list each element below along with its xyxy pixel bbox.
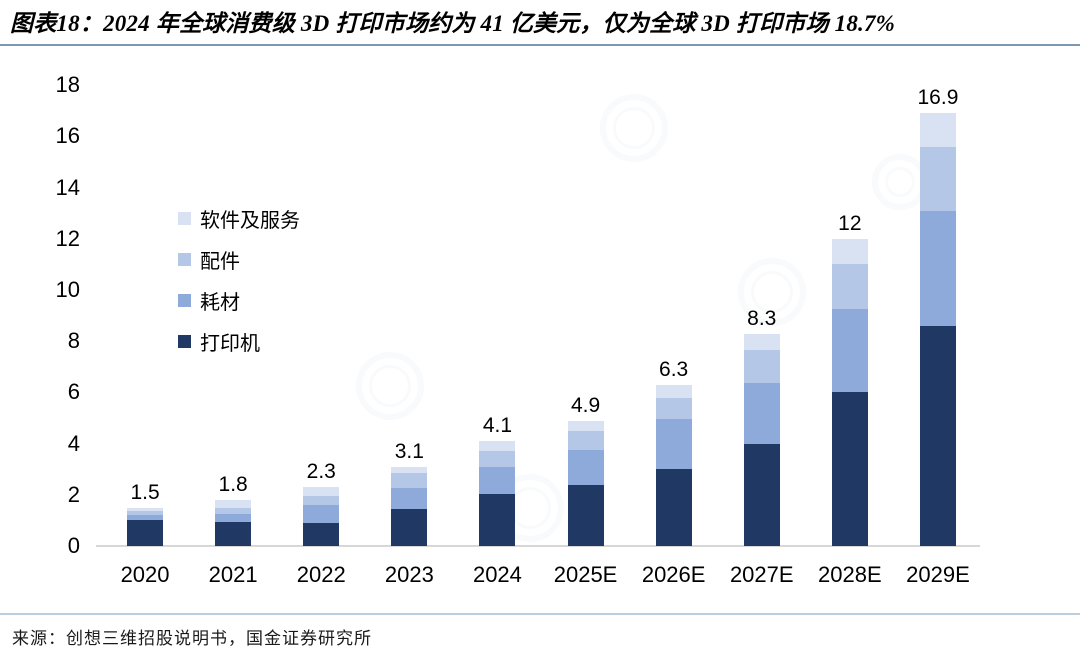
bar-segment-软件及服务 [479,441,516,452]
bar-segment-耗材 [919,210,956,326]
bar-segment-软件及服务 [391,466,428,474]
bar-segment-配件 [655,397,692,420]
x-tick-label: 2023 [384,562,434,587]
bar-segment-软件及服务 [303,487,340,497]
bar-segment-耗材 [743,383,780,444]
bar-segment-软件及服务 [567,420,604,431]
bar-total-label: 4.1 [482,414,513,438]
legend-item-耗材: 耗材 [178,287,300,314]
x-tick-label: 2022 [296,562,346,587]
watermark-icon [600,94,668,162]
x-tick-label: 2024 [472,562,522,587]
bar-total-label: 3.1 [394,439,424,463]
bar-segment-耗材 [127,515,164,521]
bar-segment-打印机 [479,493,516,546]
legend-label: 耗材 [200,291,240,314]
bar-segment-耗材 [479,466,516,494]
x-tick-label: 2025E [553,562,618,587]
x-tick-label: 2027E [729,562,794,587]
bar-segment-打印机 [919,325,956,546]
bar-segment-耗材 [567,450,604,485]
y-tick-label: 14 [55,174,80,200]
legend-item-配件: 配件 [178,246,300,273]
legend-swatch-icon [178,334,191,348]
y-tick-label: 12 [55,225,80,251]
bar-total-label: 12 [838,211,862,235]
legend-swatch-icon [178,211,191,225]
bar-segment-软件及服务 [215,499,252,508]
bar-total-label: 16.9 [917,86,959,110]
bar-segment-打印机 [391,508,428,546]
watermark-icon [356,352,424,420]
figure-title: 图表18：2024 年全球消费级 3D 打印市场约为 41 亿美元，仅为全球 3… [10,11,896,36]
bar-segment-打印机 [127,520,164,546]
bar-segment-软件及服务 [743,333,780,351]
bar-segment-耗材 [215,514,252,522]
bar-total-label: 2.3 [306,460,336,484]
bar-segment-软件及服务 [127,507,164,512]
x-tick-label: 2028E [818,562,882,587]
bar-segment-配件 [127,511,164,516]
bar-segment-打印机 [655,469,692,546]
title-divider [0,44,1080,46]
bar-segment-耗材 [831,309,868,393]
bar-segment-打印机 [567,484,604,546]
legend-swatch-icon [178,293,191,307]
bar-segment-软件及服务 [655,384,692,398]
x-tick-label: 2021 [208,562,258,587]
source-note: 来源：创想三维招股说明书，国金证券研究所 [12,629,372,649]
legend-label: 配件 [200,250,240,273]
watermark-icon [738,258,806,326]
y-tick-label: 16 [55,123,80,149]
bar-segment-配件 [743,350,780,384]
bar-total-label: 1.5 [130,480,160,504]
legend-item-软件及服务: 软件及服务 [178,205,300,232]
bar-segment-配件 [919,146,956,211]
legend: 软件及服务配件耗材打印机 [178,205,300,369]
y-tick-label: 10 [55,277,80,302]
y-tick-label: 2 [67,481,80,507]
bar-segment-耗材 [655,419,692,470]
y-tick-label: 6 [67,379,80,405]
bar-total-label: 8.3 [747,306,777,330]
bar-segment-配件 [479,451,516,467]
legend-label: 软件及服务 [200,209,300,232]
legend-label: 打印机 [200,332,260,355]
bar-segment-打印机 [303,522,340,546]
bar-segment-配件 [567,430,604,450]
x-axis-line [96,545,980,547]
bar-total-label: 1.8 [218,472,248,496]
y-tick-label: 8 [67,328,80,354]
bar-segment-软件及服务 [919,113,956,147]
stacked-bar-chart: 0 2 4 6 8 10 12 14 16 18 1.5 1.8 2.3 3.1 4.1 4.9 6.3 8.3… [0,46,1080,611]
legend-item-打印机: 打印机 [178,328,300,355]
x-tick-label: 2020 [120,562,170,587]
bar-segment-打印机 [743,443,780,546]
y-tick-label: 0 [67,533,80,558]
bar-segment-打印机 [215,521,252,546]
bar-segment-软件及服务 [831,238,868,265]
bar-segment-耗材 [303,505,340,523]
legend-swatch-icon [178,252,191,266]
bar-total-label: 4.9 [570,393,601,417]
x-tick-label: 2029E [906,562,970,587]
bar-segment-耗材 [391,488,428,509]
bar-total-label: 6.3 [659,357,689,381]
y-tick-label: 18 [55,72,80,98]
bar-segment-配件 [831,264,868,310]
y-tick-label: 4 [67,430,80,456]
x-tick-label: 2026E [641,562,706,587]
bar-segment-打印机 [831,392,868,546]
bar-segment-配件 [303,496,340,506]
bar-segment-配件 [391,473,428,489]
bar-segment-配件 [215,507,252,514]
bottom-divider [0,613,1080,615]
